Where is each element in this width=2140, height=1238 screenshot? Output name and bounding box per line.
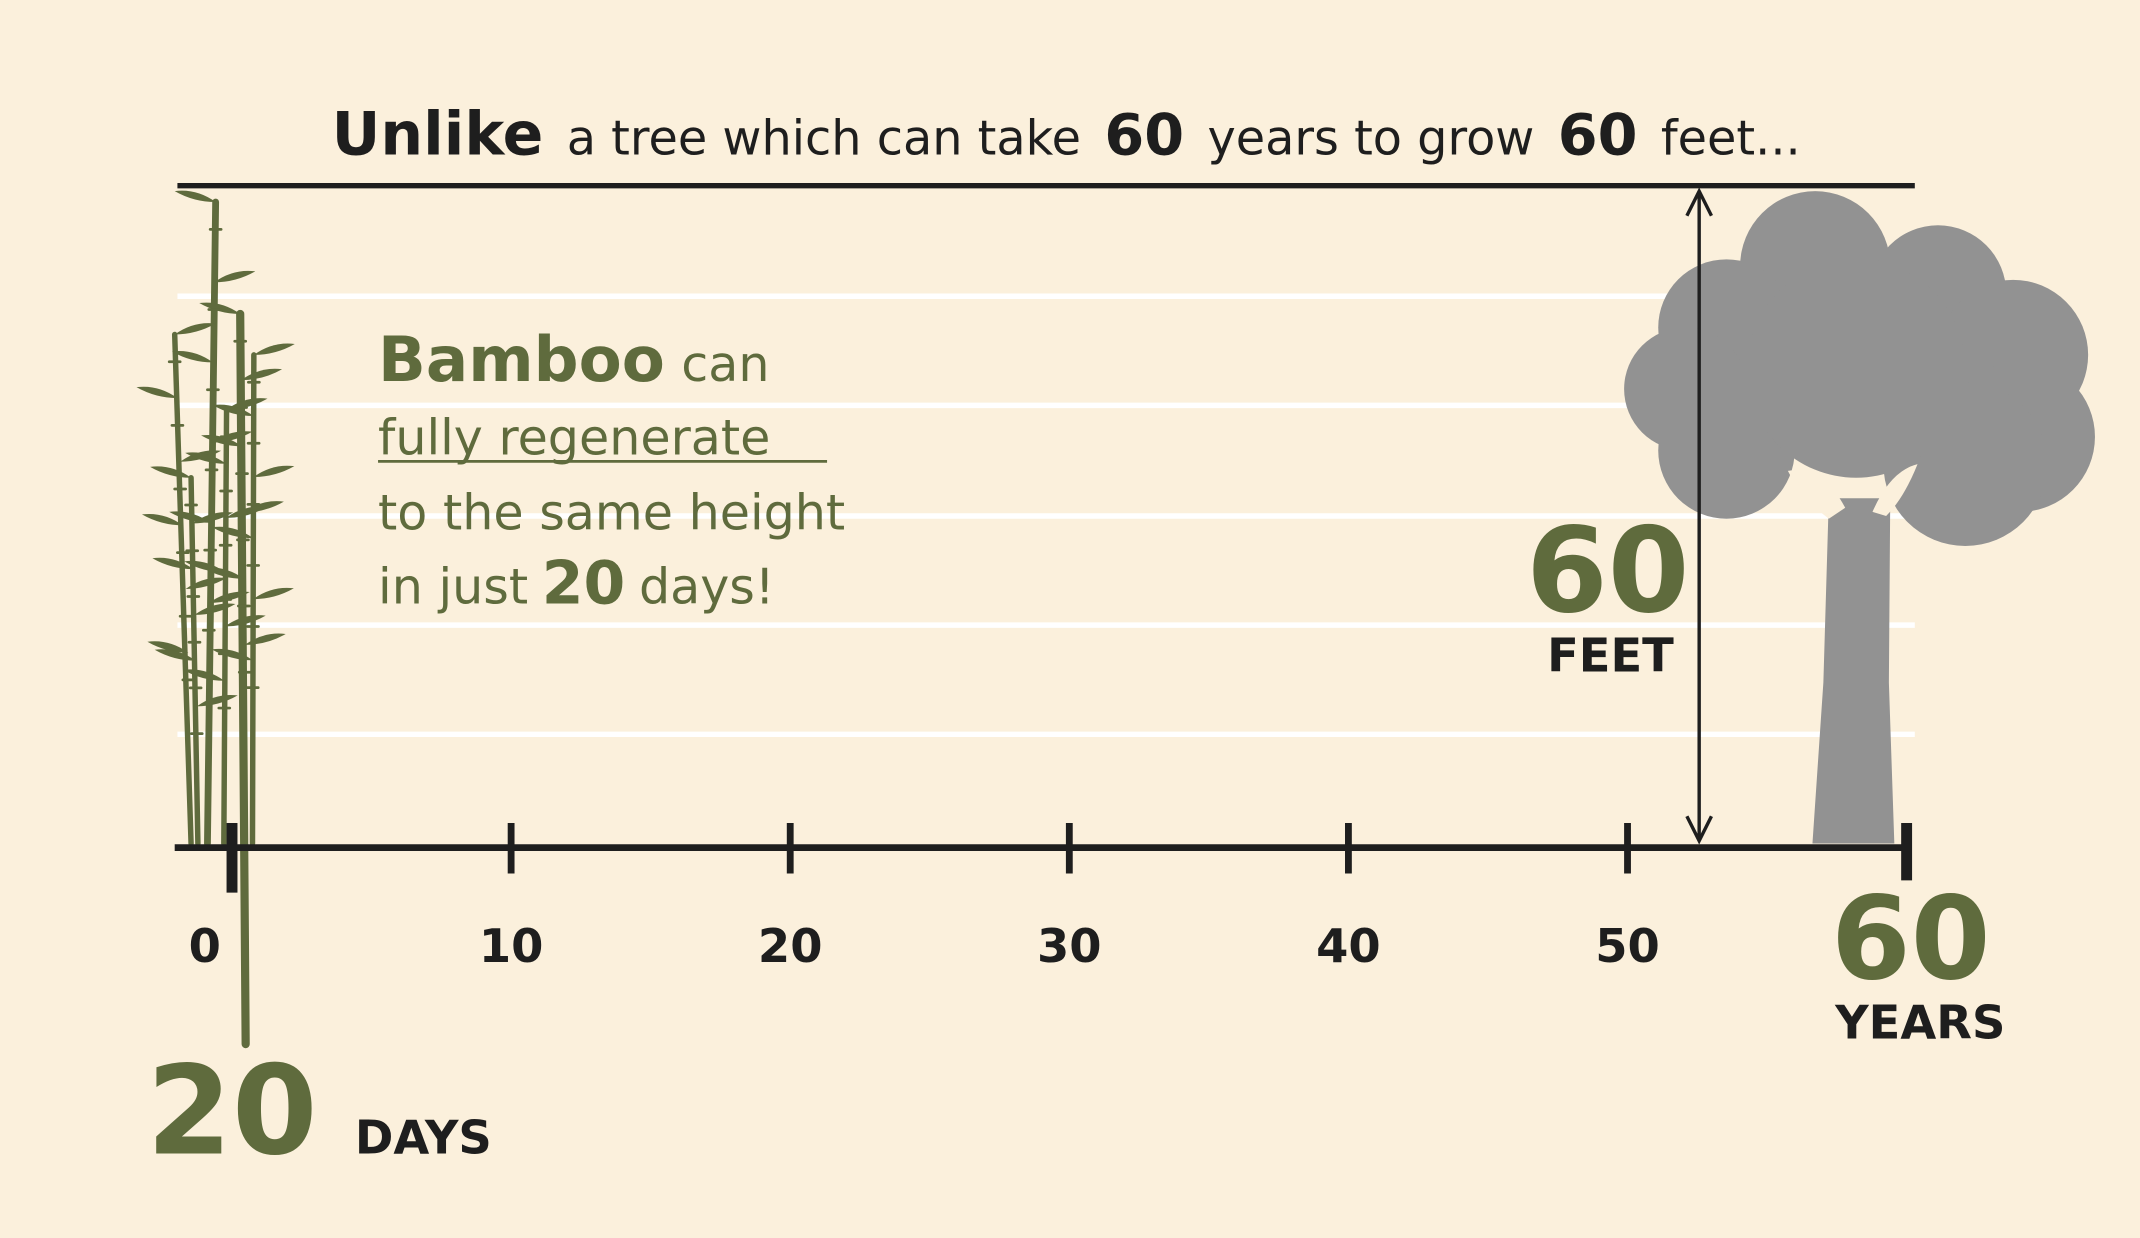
bamboo-marker-value: 20 [147, 1039, 318, 1182]
bamboo-leaf [196, 694, 238, 707]
bamboo-line: fully regenerate [378, 409, 770, 467]
bamboo-leaf [253, 465, 295, 478]
bamboo-leaf [226, 398, 268, 410]
bamboo-leaf [224, 615, 266, 627]
bamboo-leaf [225, 506, 267, 519]
tick-label: 10 [479, 919, 544, 973]
bamboo-days: 20 [542, 548, 626, 618]
bamboo-leaf [252, 587, 294, 600]
tree [1624, 191, 2095, 844]
axis-end-unit: YEARS [1834, 996, 2005, 1050]
tick-label: 30 [1037, 919, 1102, 973]
bamboo-text-part: can [681, 335, 769, 393]
bamboo-leaf [194, 603, 236, 615]
bamboo-stalk [171, 331, 194, 847]
bamboo-leaf [174, 190, 216, 203]
bamboo-leaf [241, 368, 283, 381]
bamboo-stalk [188, 475, 201, 847]
bamboo-stalk [236, 309, 250, 1049]
axis-end-value: 60 [1831, 874, 1991, 1007]
headline-number: 60 [1558, 101, 1638, 168]
headline-lead: Unlike [332, 99, 544, 169]
height-value: 60 [1526, 502, 1689, 639]
bamboo [136, 190, 295, 1049]
bamboo-leaf [141, 513, 183, 526]
bamboo-leaf [185, 577, 227, 589]
tree-gap [1872, 464, 1918, 516]
bamboo-leaf [171, 351, 213, 363]
tree-canopy [1746, 259, 1966, 478]
bamboo-leaf [253, 343, 295, 355]
bamboo-line: to the same height [378, 484, 845, 542]
height-unit: FEET [1547, 629, 1674, 683]
bamboo-leaf [212, 526, 254, 539]
arrow-head [1685, 815, 1713, 845]
bamboo-leaf [147, 641, 189, 653]
bamboo-leaf [154, 649, 196, 661]
tick-label: 40 [1316, 919, 1381, 973]
bamboo-leaf [183, 669, 225, 681]
bamboo-leaf [244, 633, 286, 645]
bamboo-stalk [249, 352, 257, 847]
bamboo-marker-unit: DAYS [355, 1110, 492, 1164]
headline: Unlike a tree which can take 60 years to… [332, 99, 1801, 169]
headline-text: years to grow [1207, 111, 1534, 166]
bamboo-text-part: in just [378, 557, 528, 615]
headline-number: 60 [1104, 101, 1184, 168]
headline-text: feet... [1661, 111, 1801, 166]
bamboo-leaf [185, 452, 227, 464]
headline-text: a tree which can take [567, 111, 1081, 166]
bamboo-leaf [150, 466, 192, 478]
arrow-head [1685, 187, 1713, 217]
bamboo-line: in just 20 days! [378, 548, 775, 618]
guide-lines [177, 293, 1915, 738]
tree-trunk [1812, 498, 1895, 844]
tree-gap [1787, 469, 1846, 519]
bamboo-name: Bamboo [378, 323, 665, 396]
bamboo-leaf [212, 404, 254, 416]
bamboo-leaf [192, 512, 234, 524]
bamboo-text-part: days! [639, 557, 775, 615]
bamboo-text: Bamboo can fully regenerate to the same h… [378, 323, 845, 618]
bamboo-leaf [211, 648, 253, 661]
bamboo-leaf [214, 270, 256, 283]
tick-label: 50 [1595, 919, 1660, 973]
bamboo-leaf [136, 386, 178, 399]
bamboo-leaf [184, 560, 226, 573]
bamboo-leaf [174, 323, 216, 335]
height-arrow [1685, 187, 1713, 845]
tick-label: 0 [189, 919, 221, 973]
bamboo-leaf [152, 557, 194, 570]
bamboo-stalk [221, 406, 230, 847]
tick-label: 20 [758, 919, 823, 973]
bamboo-line: Bamboo can [378, 323, 769, 396]
